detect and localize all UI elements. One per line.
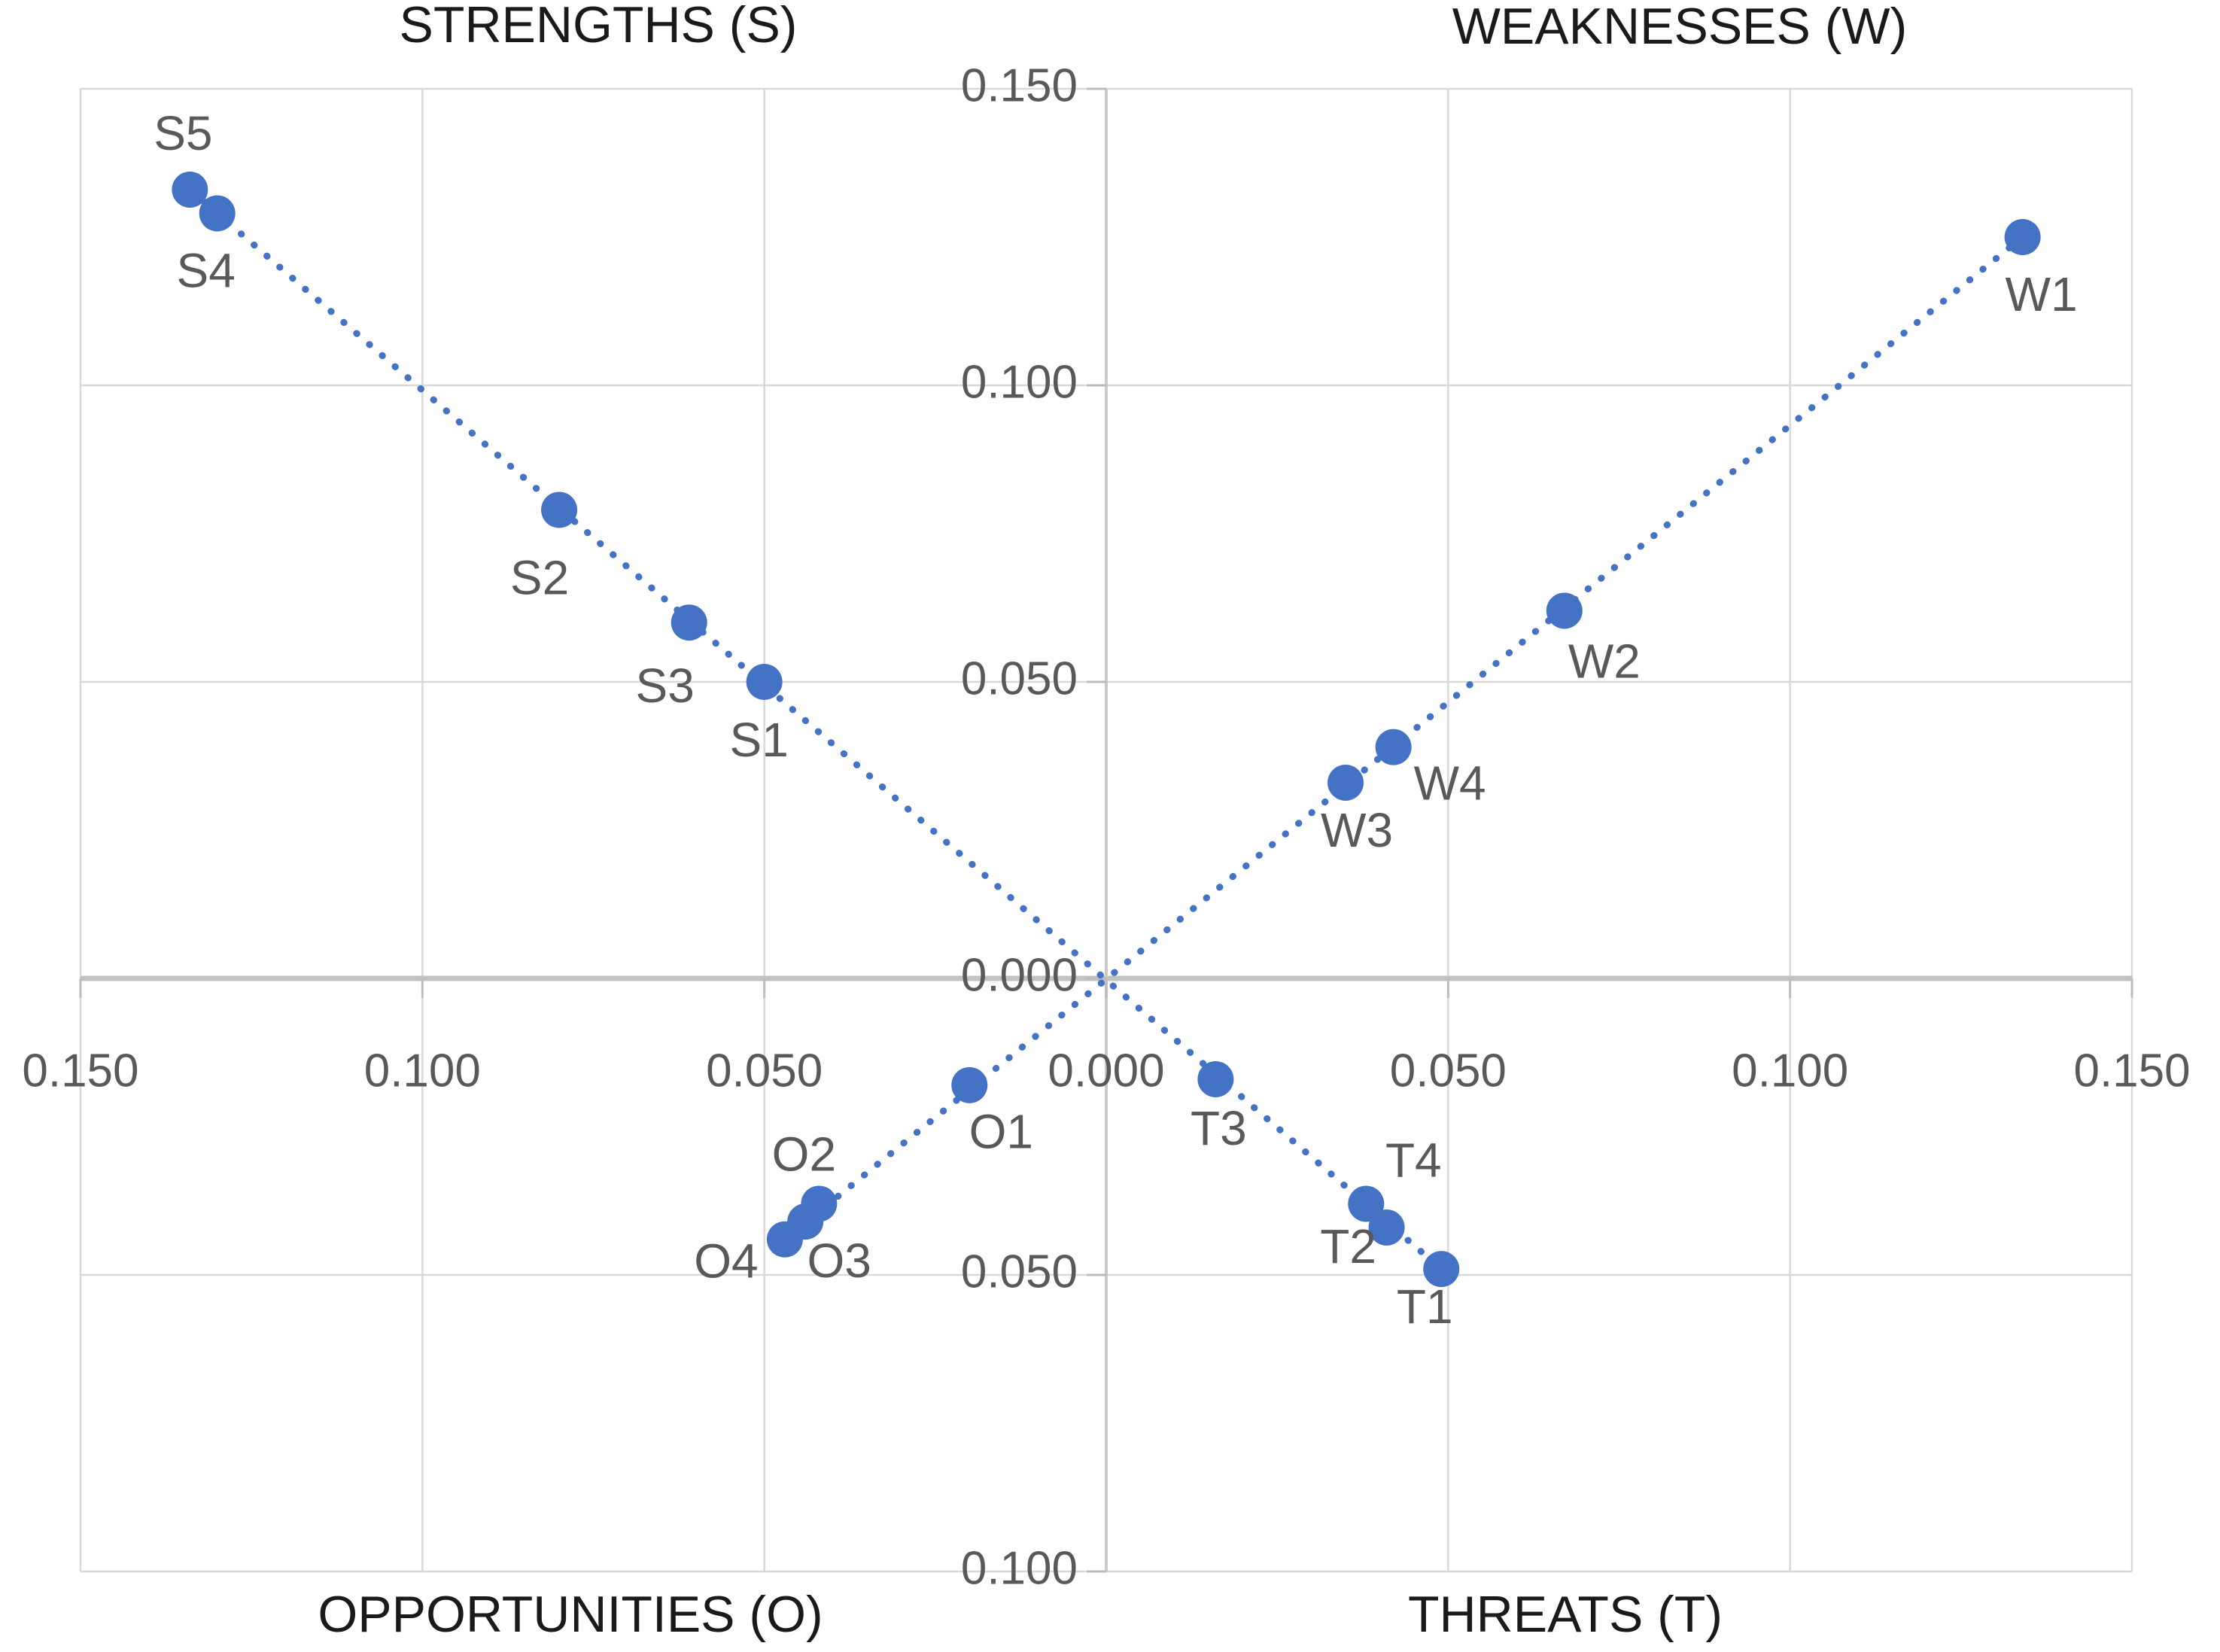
point-label-T1: T1 <box>1397 1279 1453 1334</box>
y-axis-tick-labels: 0.150 0.100 0.050 0.000 0.050 0.100 <box>961 59 1078 1594</box>
point-label-W4: W4 <box>1414 756 1486 811</box>
point-label-T2: T2 <box>1320 1219 1376 1273</box>
point-label-S5: S5 <box>154 106 212 160</box>
point-label-W3: W3 <box>1321 803 1393 857</box>
data-point-T4 <box>1348 1185 1385 1222</box>
point-label-O4: O4 <box>694 1234 758 1288</box>
quadrant-title-strengths: STRENGTHS (S) <box>400 0 798 53</box>
point-label-W1: W1 <box>2006 267 2078 321</box>
data-point-O1 <box>951 1066 988 1103</box>
quadrant-title-opportunities: OPPORTUNITIES (O) <box>318 1586 823 1643</box>
axis-lines <box>80 89 2133 1571</box>
data-points <box>172 171 2041 1288</box>
data-point-O4 <box>766 1221 803 1258</box>
point-label-W2: W2 <box>1568 634 1641 688</box>
data-point-W3 <box>1327 764 1364 801</box>
x-tick-label: 0.000 <box>1048 1045 1164 1097</box>
point-label-O1: O1 <box>969 1105 1033 1159</box>
axis-tick-marks <box>79 87 2133 1573</box>
data-point-W1 <box>2004 219 2041 255</box>
x-tick-label: 0.150 <box>22 1045 138 1097</box>
data-point-W4 <box>1375 729 1412 765</box>
data-point-T2 <box>1368 1209 1405 1246</box>
data-point-T3 <box>1197 1060 1234 1097</box>
x-axis-tick-labels: 0.150 0.100 0.050 0.000 0.050 0.100 0.150 <box>22 1045 2190 1097</box>
data-point-labels: S1 S2 S3 S4 S5 W1 W2 W3 W4 O1 O2 O3 O4 T1 T2 T3 T4 <box>154 106 2077 1334</box>
point-label-T4: T4 <box>1385 1133 1442 1187</box>
y-tick-label: 0.050 <box>961 653 1078 704</box>
x-tick-label: 0.100 <box>364 1045 481 1097</box>
point-label-T3: T3 <box>1191 1101 1247 1155</box>
point-label-S4: S4 <box>177 243 236 297</box>
dotted-trendline <box>186 186 1445 1273</box>
x-tick-label: 0.050 <box>706 1045 823 1097</box>
y-tick-label: 0.100 <box>961 356 1078 408</box>
quadrant-title-weaknesses: WEAKNESSES (W) <box>1452 0 1908 55</box>
y-tick-label: 0.050 <box>961 1246 1078 1298</box>
data-point-S3 <box>671 604 707 641</box>
x-tick-label: 0.100 <box>1732 1045 1848 1097</box>
point-label-S1: S1 <box>730 713 789 767</box>
point-label-O3: O3 <box>807 1234 871 1288</box>
data-point-T1 <box>1423 1251 1460 1288</box>
y-tick-label: 0.000 <box>961 949 1078 1001</box>
x-tick-label: 0.150 <box>2073 1045 2190 1097</box>
y-tick-label: 0.100 <box>961 1542 1078 1594</box>
point-label-S3: S3 <box>636 659 695 713</box>
point-label-O2: O2 <box>772 1127 836 1181</box>
data-point-W2 <box>1546 592 1583 629</box>
data-point-S4 <box>199 195 236 232</box>
quadrant-title-threats: THREATS (T) <box>1408 1586 1723 1643</box>
quadrant-titles: STRENGTHS (S) WEAKNESSES (W) OPPORTUNITI… <box>318 0 1907 1643</box>
point-label-S2: S2 <box>510 550 569 604</box>
data-point-S5 <box>172 171 208 208</box>
data-point-S1 <box>746 664 783 700</box>
x-tick-label: 0.050 <box>1390 1045 1507 1097</box>
data-point-S2 <box>541 491 578 528</box>
y-tick-label: 0.150 <box>961 59 1078 111</box>
